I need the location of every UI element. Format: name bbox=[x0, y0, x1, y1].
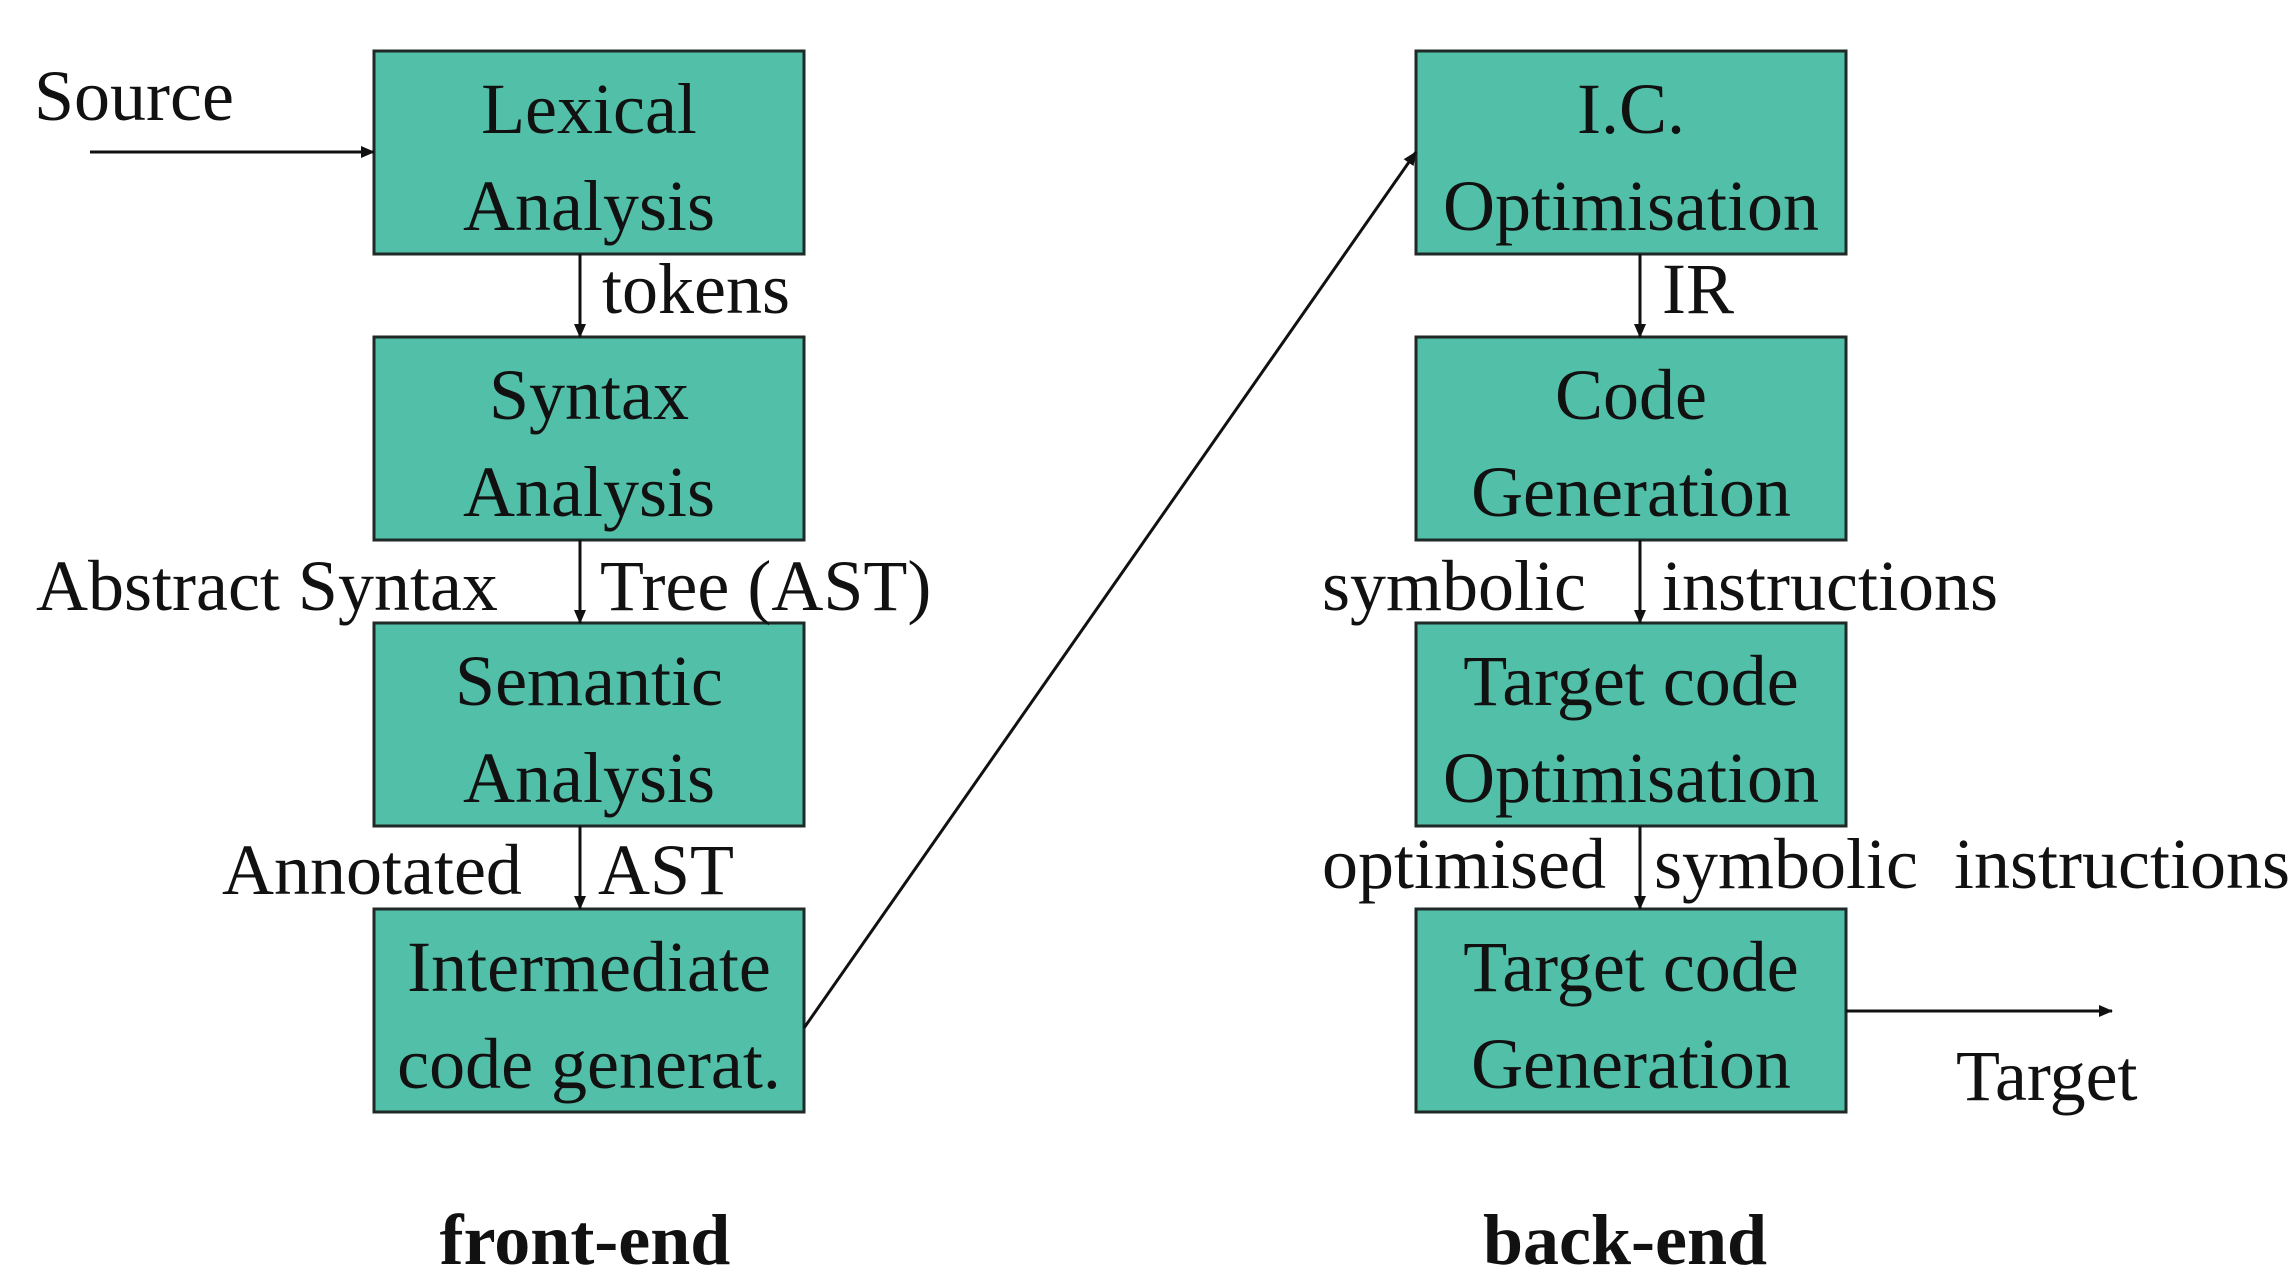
ir-label: IR bbox=[1662, 249, 1734, 329]
optimised-label-left: optimised bbox=[1322, 824, 1606, 904]
lexical-analysis-box: Lexical Analysis bbox=[372, 49, 806, 256]
annotated-label-left: Annotated bbox=[222, 830, 522, 910]
box-line: Generation bbox=[1471, 1024, 1791, 1104]
code-generation-box: Code Generation bbox=[1414, 335, 1848, 542]
symbolic-label-right: instructions bbox=[1662, 546, 1998, 626]
semantic-analysis-box: Semantic Analysis bbox=[372, 621, 806, 828]
box-line: Generation bbox=[1471, 452, 1791, 532]
annotated-label-right: AST bbox=[598, 830, 734, 910]
box-line: code generat. bbox=[397, 1024, 781, 1104]
box-line: Syntax bbox=[489, 355, 689, 435]
box-line: Optimisation bbox=[1443, 738, 1819, 818]
ast-label-right: Tree (AST) bbox=[600, 546, 931, 626]
box-line: Semantic bbox=[455, 641, 723, 721]
box-line: Intermediate bbox=[407, 927, 771, 1007]
box-line: Target code bbox=[1463, 927, 1798, 1007]
target-label: Target bbox=[1956, 1036, 2138, 1116]
symbolic-label-left: symbolic bbox=[1322, 546, 1586, 626]
box-line: Lexical bbox=[481, 69, 697, 149]
box-line: Code bbox=[1555, 355, 1707, 435]
intermediate-code-generation-box: Intermediate code generat. bbox=[372, 907, 806, 1114]
back-end-label: back-end bbox=[1483, 1200, 1767, 1272]
syntax-analysis-box: Syntax Analysis bbox=[372, 335, 806, 542]
box-line: Optimisation bbox=[1443, 166, 1819, 246]
target-code-optimisation-box: Target code Optimisation bbox=[1414, 621, 1848, 828]
tokens-label: tokens bbox=[602, 249, 790, 329]
source-label: Source bbox=[34, 56, 234, 136]
box-line: Analysis bbox=[463, 166, 715, 246]
box-line: Target code bbox=[1463, 641, 1798, 721]
front-to-back-arrow bbox=[802, 151, 1418, 1029]
box-line: Analysis bbox=[463, 738, 715, 818]
box-line: Analysis bbox=[463, 452, 715, 532]
ic-optimisation-box: I.C. Optimisation bbox=[1414, 49, 1848, 256]
target-code-generation-box: Target code Generation bbox=[1414, 907, 1848, 1114]
ast-label-left: Abstract Syntax bbox=[36, 546, 498, 626]
optimised-label-right: symbolic instructions bbox=[1654, 824, 2290, 904]
front-end-label: front-end bbox=[440, 1200, 731, 1272]
box-line: I.C. bbox=[1577, 69, 1685, 149]
